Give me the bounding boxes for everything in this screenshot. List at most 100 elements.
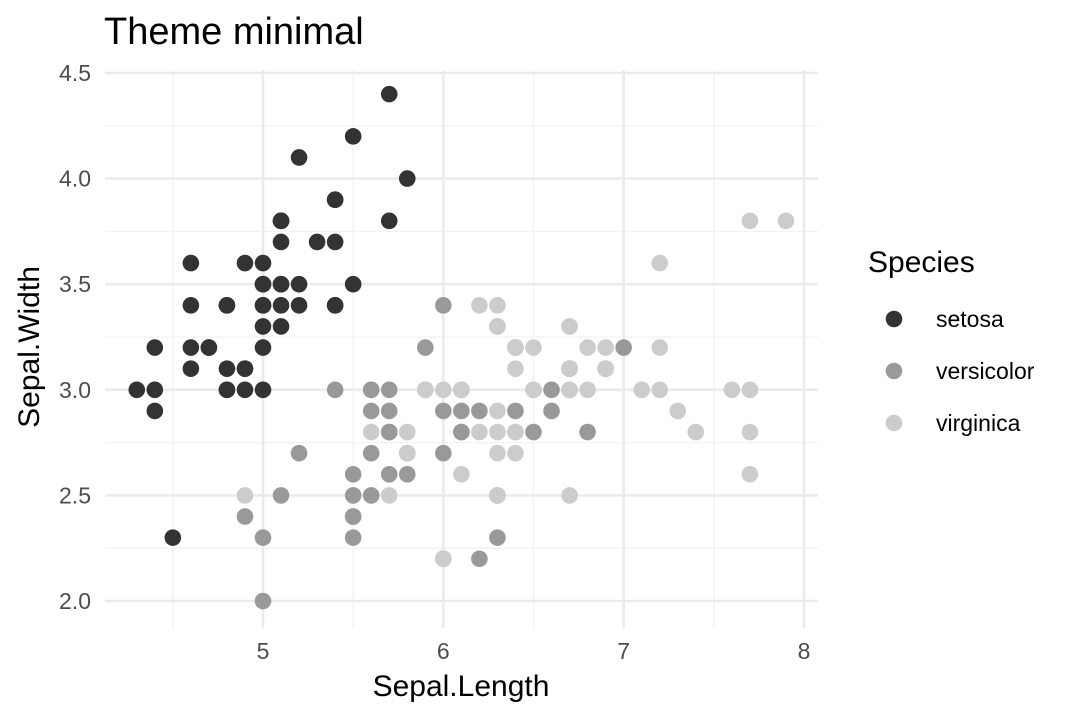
point-virginica [507, 423, 524, 441]
point-virginica [236, 487, 254, 504]
point-setosa [254, 339, 272, 356]
point-virginica [597, 360, 614, 377]
y-tick-label: 3.0 [59, 377, 91, 403]
x-tick-label: 7 [617, 638, 630, 664]
y-axis-title: Sepal.Width [13, 266, 46, 428]
point-setosa [218, 381, 236, 399]
point-virginica [561, 381, 578, 399]
point-setosa [344, 128, 362, 145]
point-setosa [236, 381, 254, 399]
y-axis-ticks: 2.0 2.5 3.0 3.5 4.0 4.5 [59, 60, 91, 614]
point-setosa [254, 254, 272, 272]
point-versicolor [398, 465, 416, 483]
point-setosa [254, 318, 272, 335]
point-virginica [489, 297, 506, 314]
point-versicolor [362, 381, 380, 399]
point-versicolor [290, 444, 308, 462]
point-versicolor [236, 508, 254, 525]
point-virginica [507, 360, 524, 377]
point-versicolor [344, 465, 362, 483]
point-setosa [236, 254, 254, 272]
point-versicolor [272, 487, 290, 504]
point-versicolor [543, 402, 560, 420]
point-virginica [669, 402, 687, 420]
point-virginica [651, 381, 669, 399]
point-virginica [525, 339, 542, 356]
point-virginica [741, 465, 759, 483]
point-setosa [344, 275, 362, 293]
point-versicolor [362, 444, 380, 462]
point-versicolor [471, 550, 488, 568]
point-versicolor [344, 487, 362, 504]
point-versicolor [380, 402, 398, 420]
point-setosa [254, 381, 272, 399]
point-virginica [777, 212, 795, 230]
point-versicolor [453, 402, 470, 420]
point-virginica [741, 423, 759, 441]
point-setosa [326, 191, 344, 209]
point-virginica [561, 487, 578, 504]
point-setosa [308, 233, 326, 251]
point-versicolor [471, 402, 488, 420]
y-tick-label: 4.5 [59, 60, 91, 86]
legend: Species setosa versicolor virginica [868, 246, 1035, 436]
point-setosa [272, 318, 290, 335]
point-setosa [290, 275, 308, 293]
point-versicolor [453, 423, 470, 441]
point-setosa [182, 339, 200, 356]
point-setosa [290, 149, 308, 166]
point-setosa [128, 381, 146, 399]
point-setosa [182, 360, 200, 377]
legend-key-versicolor [885, 362, 903, 380]
point-versicolor [435, 444, 452, 462]
point-virginica [489, 402, 506, 420]
x-tick-label: 6 [437, 638, 450, 664]
point-virginica [741, 381, 759, 399]
point-virginica [453, 381, 470, 399]
point-setosa [236, 360, 254, 377]
point-virginica [633, 381, 650, 399]
point-virginica [489, 318, 506, 335]
point-setosa [380, 212, 398, 230]
point-virginica [417, 381, 434, 399]
point-setosa [146, 381, 164, 399]
x-axis-title: Sepal.Length [373, 670, 550, 703]
point-versicolor [435, 297, 452, 314]
point-virginica [435, 550, 452, 568]
point-virginica [561, 318, 578, 335]
point-virginica [489, 444, 506, 462]
point-setosa [218, 297, 236, 314]
point-setosa [146, 402, 164, 420]
legend-key-virginica [885, 414, 903, 432]
point-versicolor [380, 465, 398, 483]
point-setosa [272, 275, 290, 293]
x-tick-label: 5 [257, 638, 270, 664]
point-versicolor [579, 423, 596, 441]
point-setosa [182, 297, 200, 314]
point-versicolor [362, 487, 380, 504]
y-tick-label: 3.5 [59, 271, 91, 297]
point-setosa [182, 254, 200, 272]
legend-title: Species [868, 246, 975, 279]
point-virginica [651, 254, 669, 272]
point-versicolor [507, 402, 524, 420]
point-virginica [398, 444, 416, 462]
point-virginica [380, 487, 398, 504]
point-virginica [579, 339, 596, 356]
point-virginica [453, 465, 470, 483]
point-virginica [579, 381, 596, 399]
legend-label-virginica: virginica [936, 410, 1021, 436]
point-versicolor [435, 402, 452, 420]
point-virginica [471, 423, 488, 441]
point-setosa [398, 170, 416, 187]
point-virginica [597, 339, 614, 356]
point-virginica [723, 381, 741, 399]
point-virginica [525, 381, 542, 399]
point-virginica [507, 444, 524, 462]
point-virginica [687, 423, 705, 441]
point-versicolor [543, 381, 560, 399]
point-virginica [489, 423, 506, 441]
y-tick-label: 2.0 [59, 588, 91, 614]
x-tick-label: 8 [798, 638, 811, 664]
